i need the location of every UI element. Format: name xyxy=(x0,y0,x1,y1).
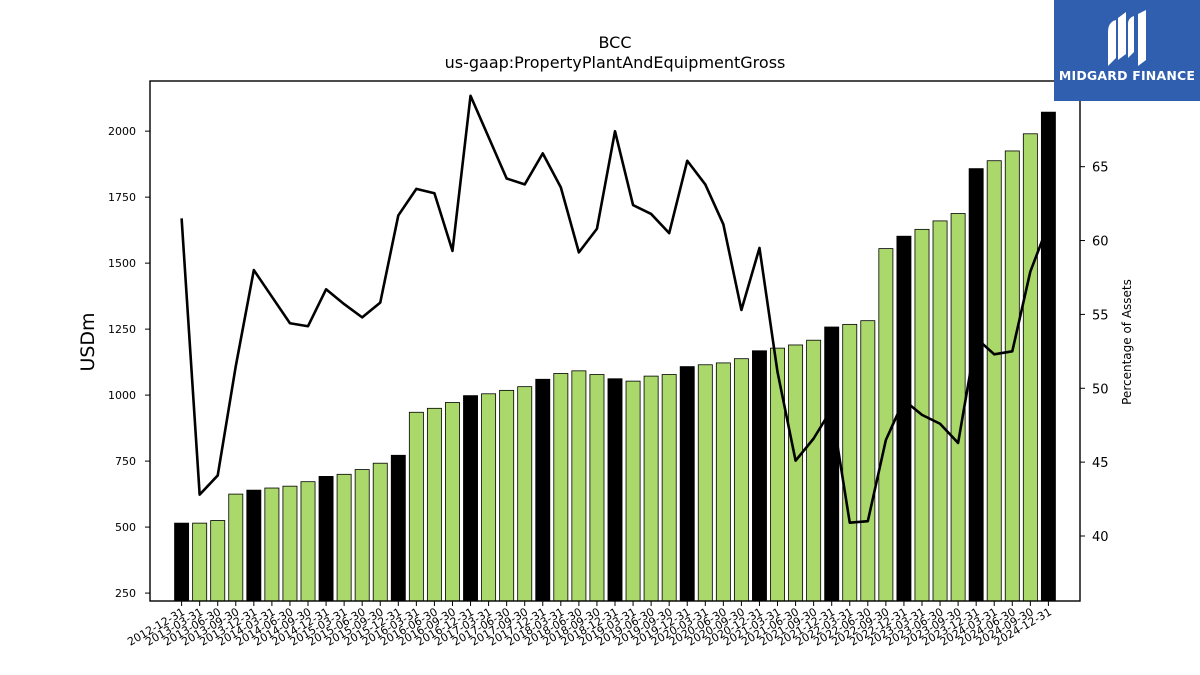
axes-group: 250 500 750 1000 1250 1500 1750 2000 40 45 50 55 60 6… xyxy=(108,80,1109,649)
line-group xyxy=(180,94,1050,525)
bar xyxy=(589,374,605,602)
midgard-logo-icon xyxy=(1108,10,1146,66)
y-tick-label: 1500 xyxy=(108,257,136,270)
bar xyxy=(661,374,677,602)
bar xyxy=(408,411,424,602)
bar xyxy=(210,520,226,602)
chart-subtitle: us-gaap:PropertyPlantAndEquipmentGross xyxy=(445,53,786,72)
bar xyxy=(300,481,316,602)
y-tick-label: 2000 xyxy=(108,125,136,138)
bar xyxy=(770,347,785,602)
bar xyxy=(643,375,659,602)
bar xyxy=(228,493,244,602)
bar xyxy=(896,235,912,602)
y2-tick-label: 65 xyxy=(1092,161,1109,176)
bar xyxy=(336,473,352,602)
bar xyxy=(679,366,695,602)
bar xyxy=(697,364,713,602)
bar xyxy=(752,350,767,602)
bar xyxy=(842,323,858,602)
y-tick-label: 500 xyxy=(115,521,136,534)
bar xyxy=(968,168,984,602)
y2-tick-label: 60 xyxy=(1092,235,1109,250)
bar xyxy=(571,370,587,602)
bar xyxy=(354,469,370,602)
y2-tick-label: 55 xyxy=(1092,308,1109,323)
y-tick-label: 1750 xyxy=(108,191,136,204)
bar xyxy=(1004,150,1020,602)
bar xyxy=(390,454,406,602)
bar xyxy=(481,393,497,602)
y2-axis-label: Percentage of Assets xyxy=(1120,279,1134,405)
brand-logo: MIDGARD FINANCE xyxy=(1054,0,1200,101)
bar xyxy=(372,462,388,602)
y-tick-label: 750 xyxy=(115,455,136,468)
bar xyxy=(192,522,208,602)
bar xyxy=(806,339,822,602)
bar xyxy=(715,362,731,602)
bar xyxy=(318,476,334,602)
percentage-line xyxy=(180,94,1050,525)
bar xyxy=(607,378,623,602)
bar xyxy=(824,326,840,602)
bar xyxy=(860,320,876,602)
bar xyxy=(878,248,894,602)
bar xyxy=(986,160,1002,602)
bar xyxy=(625,380,641,602)
bar xyxy=(246,489,262,602)
bar xyxy=(264,487,280,602)
bar xyxy=(463,395,478,602)
bar xyxy=(1022,133,1038,602)
logo-text: MIDGARD FINANCE xyxy=(1058,68,1196,83)
bars-group xyxy=(174,111,1056,602)
bar xyxy=(553,373,569,602)
bar xyxy=(282,485,298,602)
bar xyxy=(499,389,515,602)
bar xyxy=(426,407,442,602)
chart-title: BCC xyxy=(598,33,631,52)
bar xyxy=(174,522,190,602)
bar xyxy=(535,378,551,602)
bar xyxy=(517,386,533,602)
y-tick-label: 1250 xyxy=(108,323,136,336)
bar xyxy=(788,344,804,602)
y2-tick-label: 45 xyxy=(1092,456,1109,471)
bar xyxy=(733,358,749,602)
y2-tick-label: 40 xyxy=(1092,530,1109,545)
bar xyxy=(445,402,460,602)
y-tick-label: 1000 xyxy=(108,389,136,402)
y-axis-label: USDm xyxy=(77,312,99,371)
bar xyxy=(932,220,948,602)
y2-tick-label: 50 xyxy=(1092,382,1109,397)
bar xyxy=(1040,111,1056,602)
y-tick-label: 250 xyxy=(115,587,136,600)
